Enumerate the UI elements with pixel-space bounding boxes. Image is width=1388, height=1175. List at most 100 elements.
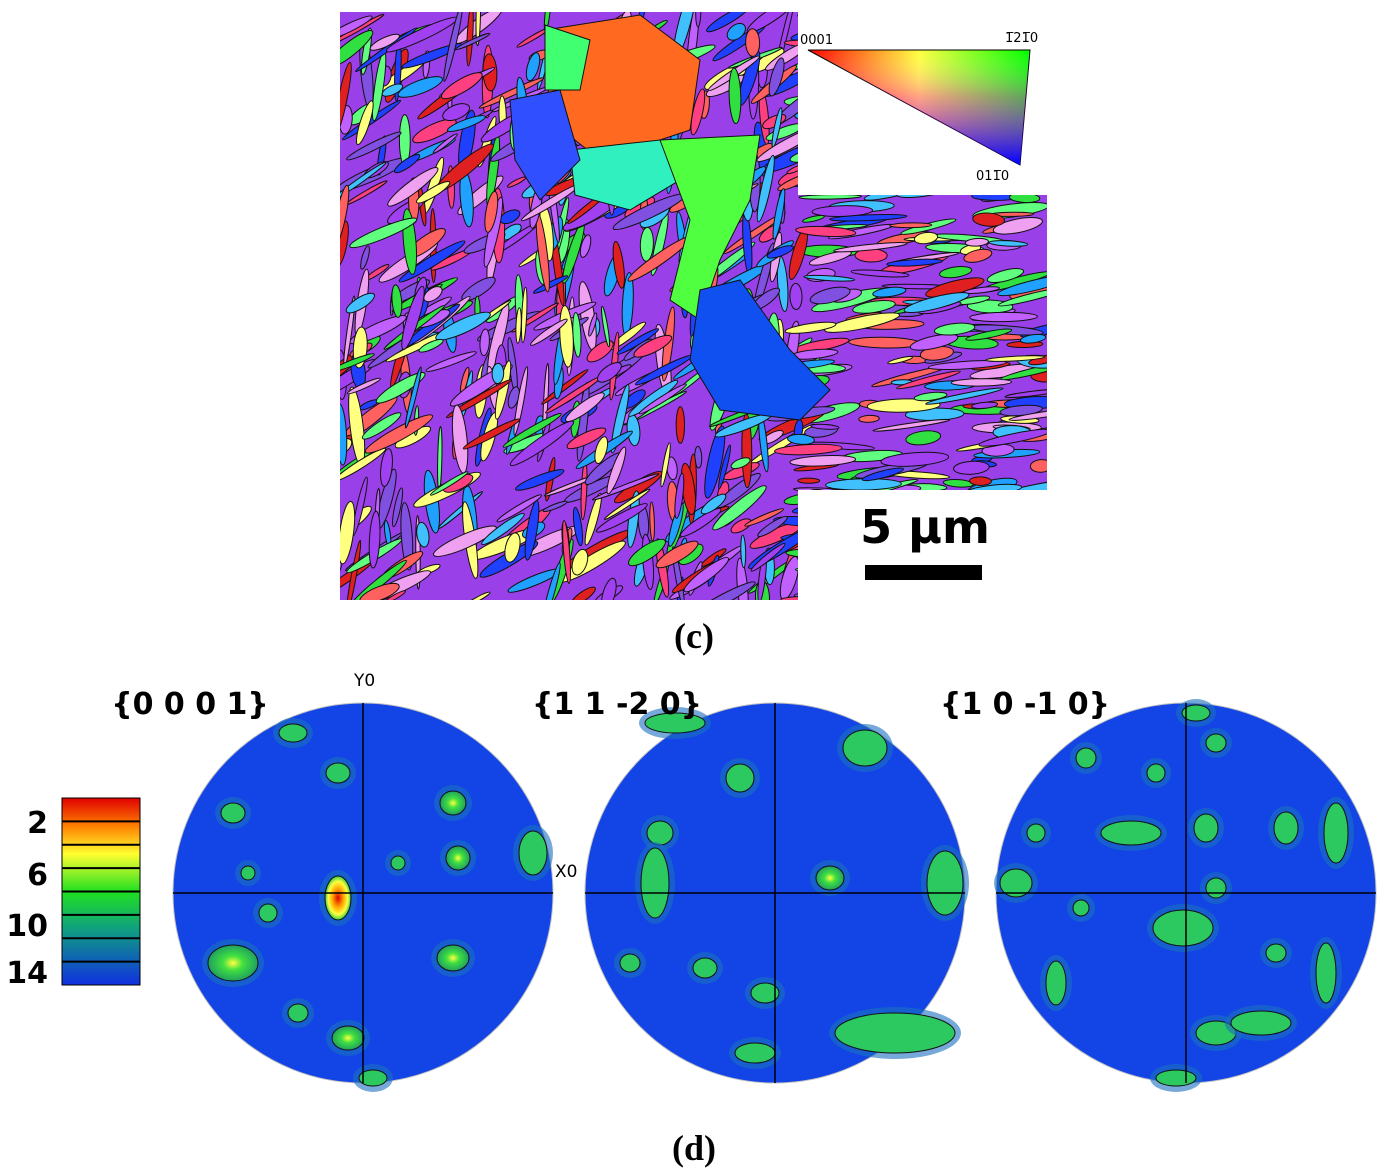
grain <box>345 539 362 600</box>
grain <box>787 433 815 445</box>
grain <box>962 154 1008 168</box>
grain <box>674 472 685 519</box>
grain <box>934 33 975 43</box>
colorbar-label: 2 <box>27 806 48 841</box>
grain <box>882 160 955 170</box>
grain <box>361 412 402 440</box>
grain <box>340 353 375 372</box>
grain <box>1004 499 1047 514</box>
grain <box>745 28 761 57</box>
grain <box>392 487 404 528</box>
grain <box>432 133 458 154</box>
grain <box>740 534 747 569</box>
grain <box>818 580 862 596</box>
grain <box>844 12 869 18</box>
grain <box>397 76 443 98</box>
grain <box>579 234 592 258</box>
intensity-spot <box>619 953 641 973</box>
grain <box>504 532 521 563</box>
grain <box>429 471 469 496</box>
grain <box>857 179 915 195</box>
grain <box>867 181 902 193</box>
intensity-spot <box>734 1042 776 1064</box>
grain <box>794 109 828 121</box>
grain <box>839 152 878 166</box>
grain <box>835 548 862 556</box>
grain <box>603 488 651 521</box>
intensity-spot <box>1026 823 1046 843</box>
grain <box>852 300 896 314</box>
grain <box>718 444 732 490</box>
grain <box>789 454 857 467</box>
grain <box>784 321 837 334</box>
grain <box>986 268 1025 284</box>
grain <box>766 245 794 259</box>
grain <box>726 22 746 41</box>
grain <box>595 503 648 533</box>
grain <box>886 12 920 25</box>
grain <box>866 398 941 413</box>
grain <box>896 370 961 390</box>
grain <box>1029 459 1047 473</box>
intensity-spot <box>439 790 467 816</box>
grain <box>796 142 834 150</box>
grain <box>340 220 349 268</box>
grain <box>872 418 951 432</box>
intensity-spot <box>445 845 471 871</box>
grain <box>691 581 756 600</box>
axis-label: Y0 <box>353 671 375 691</box>
grain <box>940 579 974 589</box>
grain <box>858 414 880 423</box>
intensity-spot <box>287 1003 309 1023</box>
grain <box>750 542 786 572</box>
grain <box>572 506 584 547</box>
pole-figure-title: {1 1 -2 0} <box>532 687 702 722</box>
intensity-spot <box>207 944 259 982</box>
grain <box>655 540 699 569</box>
grain <box>834 131 878 143</box>
grain <box>887 356 913 365</box>
intensity-spot <box>1181 704 1211 722</box>
intensity-spot <box>331 1025 365 1051</box>
grain <box>675 406 686 444</box>
grain <box>806 556 833 572</box>
grain <box>953 460 990 475</box>
grain <box>991 160 1032 170</box>
grain <box>880 451 950 467</box>
intensity-spot <box>842 729 888 767</box>
grain <box>798 14 867 27</box>
grain <box>712 485 767 531</box>
pole-figure-title: {1 0 -1 0} <box>940 687 1110 722</box>
grain <box>868 178 893 189</box>
grain <box>802 214 825 223</box>
grain <box>484 190 499 233</box>
grain <box>360 245 370 270</box>
grain <box>695 12 702 28</box>
grain <box>746 12 797 33</box>
grain <box>812 113 860 126</box>
grain <box>464 591 491 600</box>
ipf-label: 0001 <box>800 33 833 48</box>
grain <box>1000 573 1034 582</box>
grain <box>877 171 941 183</box>
intensity-spot <box>692 957 718 979</box>
grain <box>927 359 1007 370</box>
intensity-spot <box>220 802 246 824</box>
colorbar-label: 6 <box>27 858 48 893</box>
grain <box>791 499 853 514</box>
grain <box>967 155 1003 169</box>
grain <box>562 519 571 584</box>
grain <box>819 168 888 183</box>
grain <box>803 274 856 282</box>
grain <box>905 430 942 446</box>
grain <box>491 362 505 385</box>
grain <box>610 384 630 454</box>
grain <box>939 265 973 279</box>
grain <box>963 248 993 263</box>
grain <box>633 334 673 358</box>
grain <box>806 488 829 500</box>
grain <box>345 292 375 314</box>
grain <box>601 305 611 348</box>
